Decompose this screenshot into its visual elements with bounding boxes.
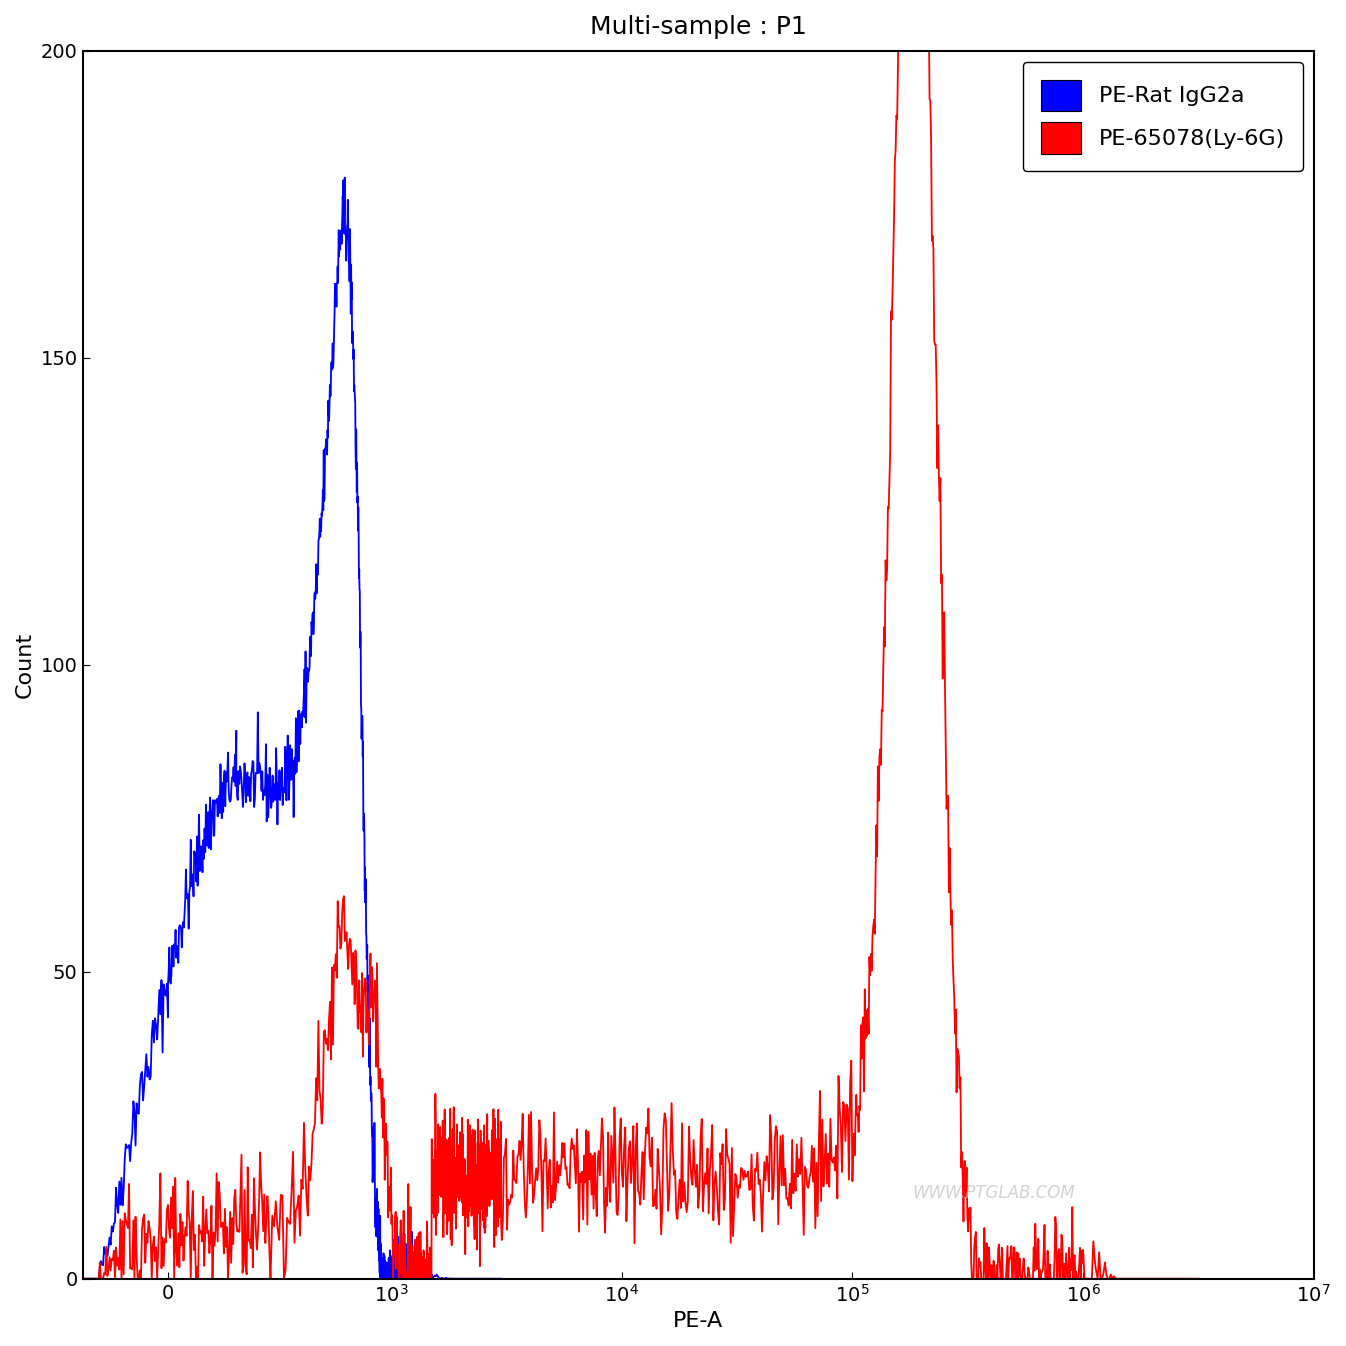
Title: Multi-sample : P1: Multi-sample : P1 — [590, 15, 806, 39]
Text: WWW.PTGLAB.COM: WWW.PTGLAB.COM — [913, 1183, 1075, 1202]
X-axis label: PE-A: PE-A — [673, 1311, 723, 1331]
Y-axis label: Count: Count — [15, 631, 35, 697]
Legend: PE-Rat IgG2a, PE-65078(Ly-6G): PE-Rat IgG2a, PE-65078(Ly-6G) — [1023, 62, 1303, 171]
